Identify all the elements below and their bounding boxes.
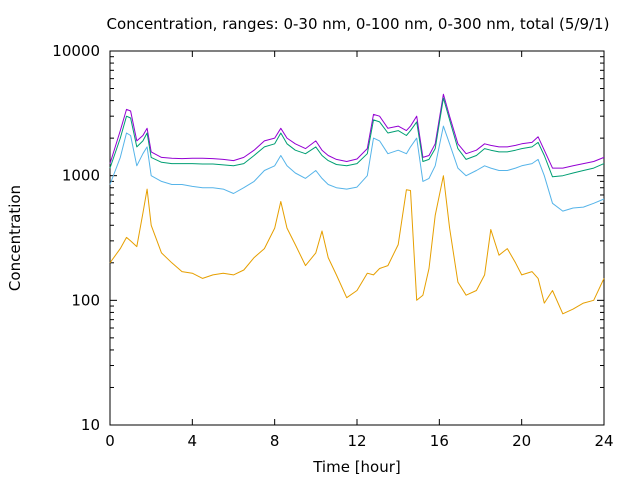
x-tick-label: 12 bbox=[347, 432, 366, 450]
y-tick-label: 10 bbox=[81, 416, 100, 434]
plot-frame bbox=[109, 50, 605, 426]
x-tick-label: 16 bbox=[430, 432, 449, 450]
series-line-2 bbox=[109, 97, 605, 178]
x-tick-label: 24 bbox=[594, 432, 613, 450]
x-tick-label: 8 bbox=[270, 432, 280, 450]
y-tick-label: 10000 bbox=[52, 42, 100, 60]
plot-area bbox=[109, 50, 605, 426]
series-line-4 bbox=[109, 175, 605, 315]
y-tick-label: 100 bbox=[71, 291, 100, 309]
x-tick-label: 4 bbox=[188, 432, 198, 450]
chart-title: Concentration, ranges: 0-30 nm, 0-100 nm… bbox=[107, 15, 610, 33]
y-axis-label: Concentration bbox=[6, 185, 24, 291]
series-line-3 bbox=[109, 125, 605, 212]
y-tick-label: 1000 bbox=[62, 167, 100, 185]
series-lines bbox=[109, 93, 605, 315]
x-tick-label: 20 bbox=[512, 432, 531, 450]
axis-ticks: 0 4 8 12 16 20 24 10 100 1000 10000 bbox=[52, 42, 613, 450]
x-axis-label: Time [hour] bbox=[312, 458, 401, 476]
x-tick-label: 0 bbox=[105, 432, 115, 450]
series-line-1 bbox=[109, 93, 605, 169]
